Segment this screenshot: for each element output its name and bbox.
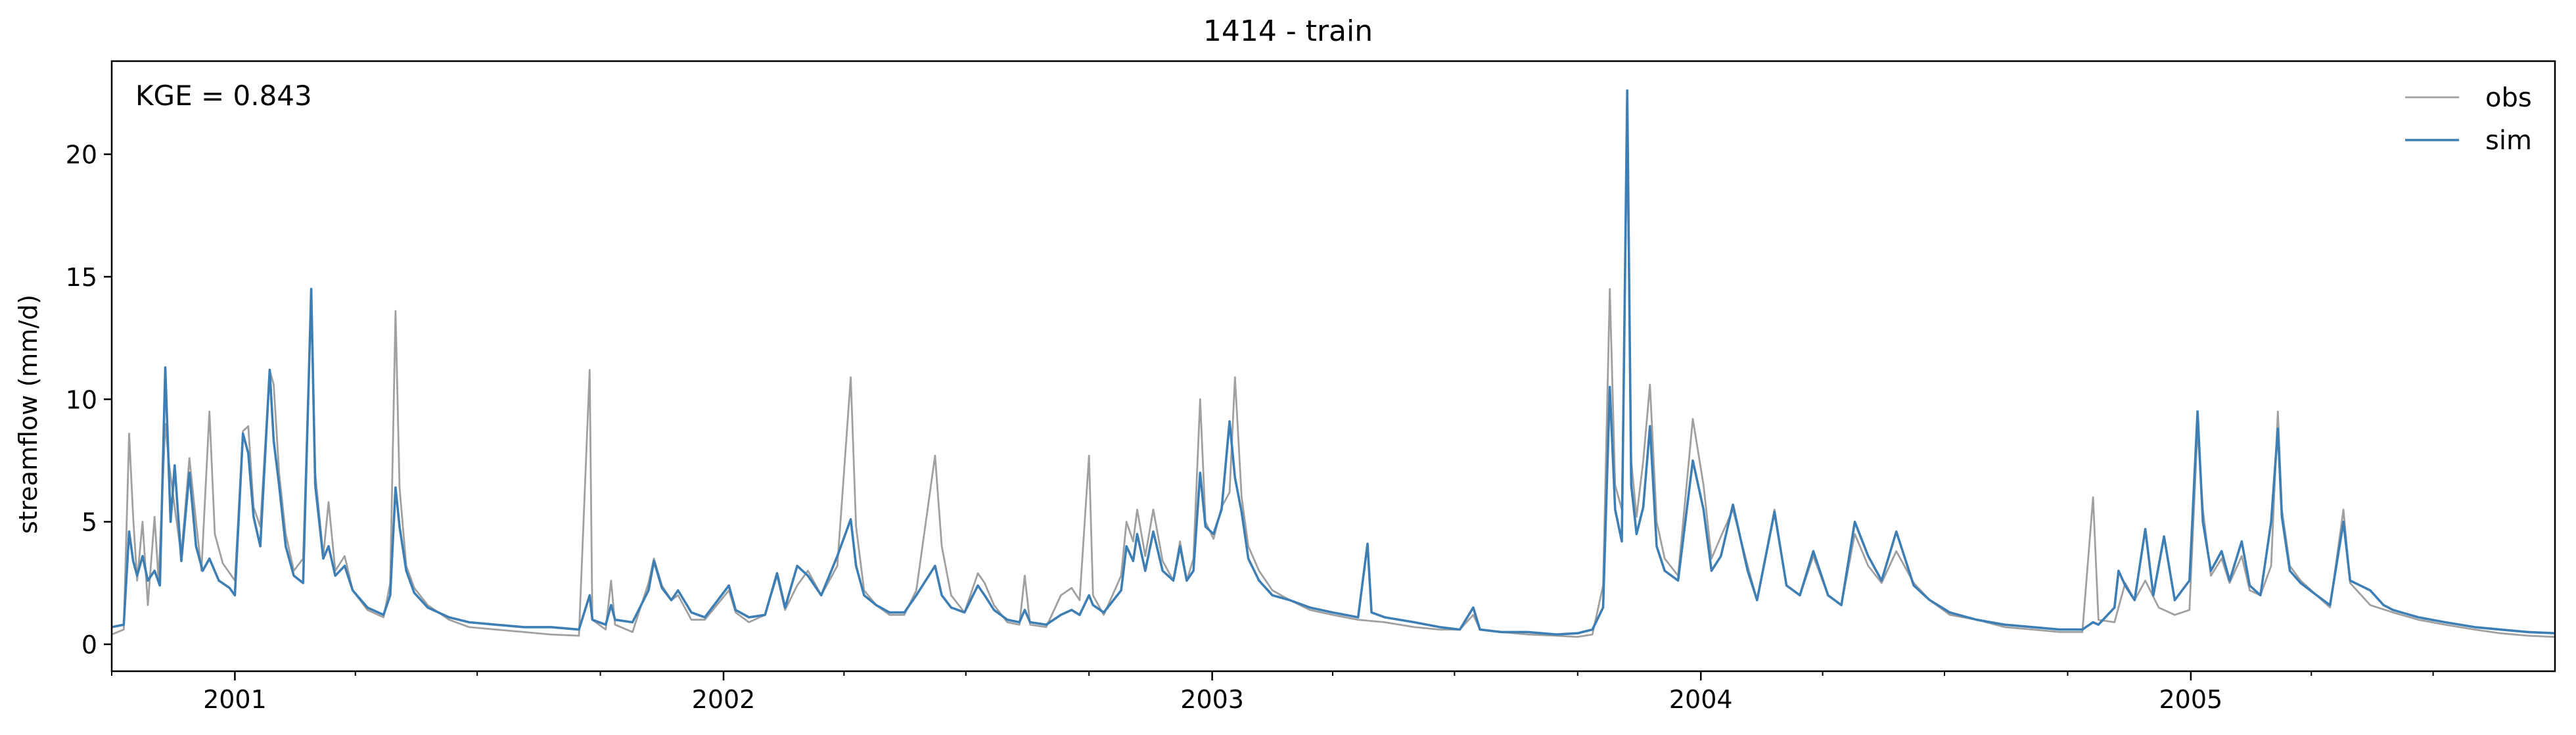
plot-frame [110,60,2556,673]
y-tick-label: 0 [81,630,97,659]
plot-area [112,89,2555,638]
x-tick-label: 2005 [2159,685,2223,714]
y-tick-label: 5 [81,508,97,537]
x-tick-label: 2004 [1669,685,1733,714]
chart-title: 1414 - train [1203,14,1373,48]
x-axis-ticks: 2001 2002 2003 2004 2005 [111,671,2434,714]
y-axis-ticks: 0 5 10 15 20 [66,141,112,659]
y-tick-label: 15 [66,263,97,292]
series-line-obs [112,129,2555,638]
y-tick-label: 10 [66,385,97,414]
legend-label-obs: obs [2485,83,2532,113]
x-tick-label: 2003 [1180,685,1244,714]
legend-label-sim: sim [2485,126,2532,156]
series-line-sim [112,89,2555,636]
y-axis-label: streamflow (mm/d) [14,295,43,534]
legend: obs sim [2405,83,2532,156]
y-tick-label: 20 [66,141,97,170]
x-tick-label: 2001 [203,685,267,714]
x-tick-label: 2002 [692,685,756,714]
kge-annotation: KGE = 0.843 [135,80,312,112]
